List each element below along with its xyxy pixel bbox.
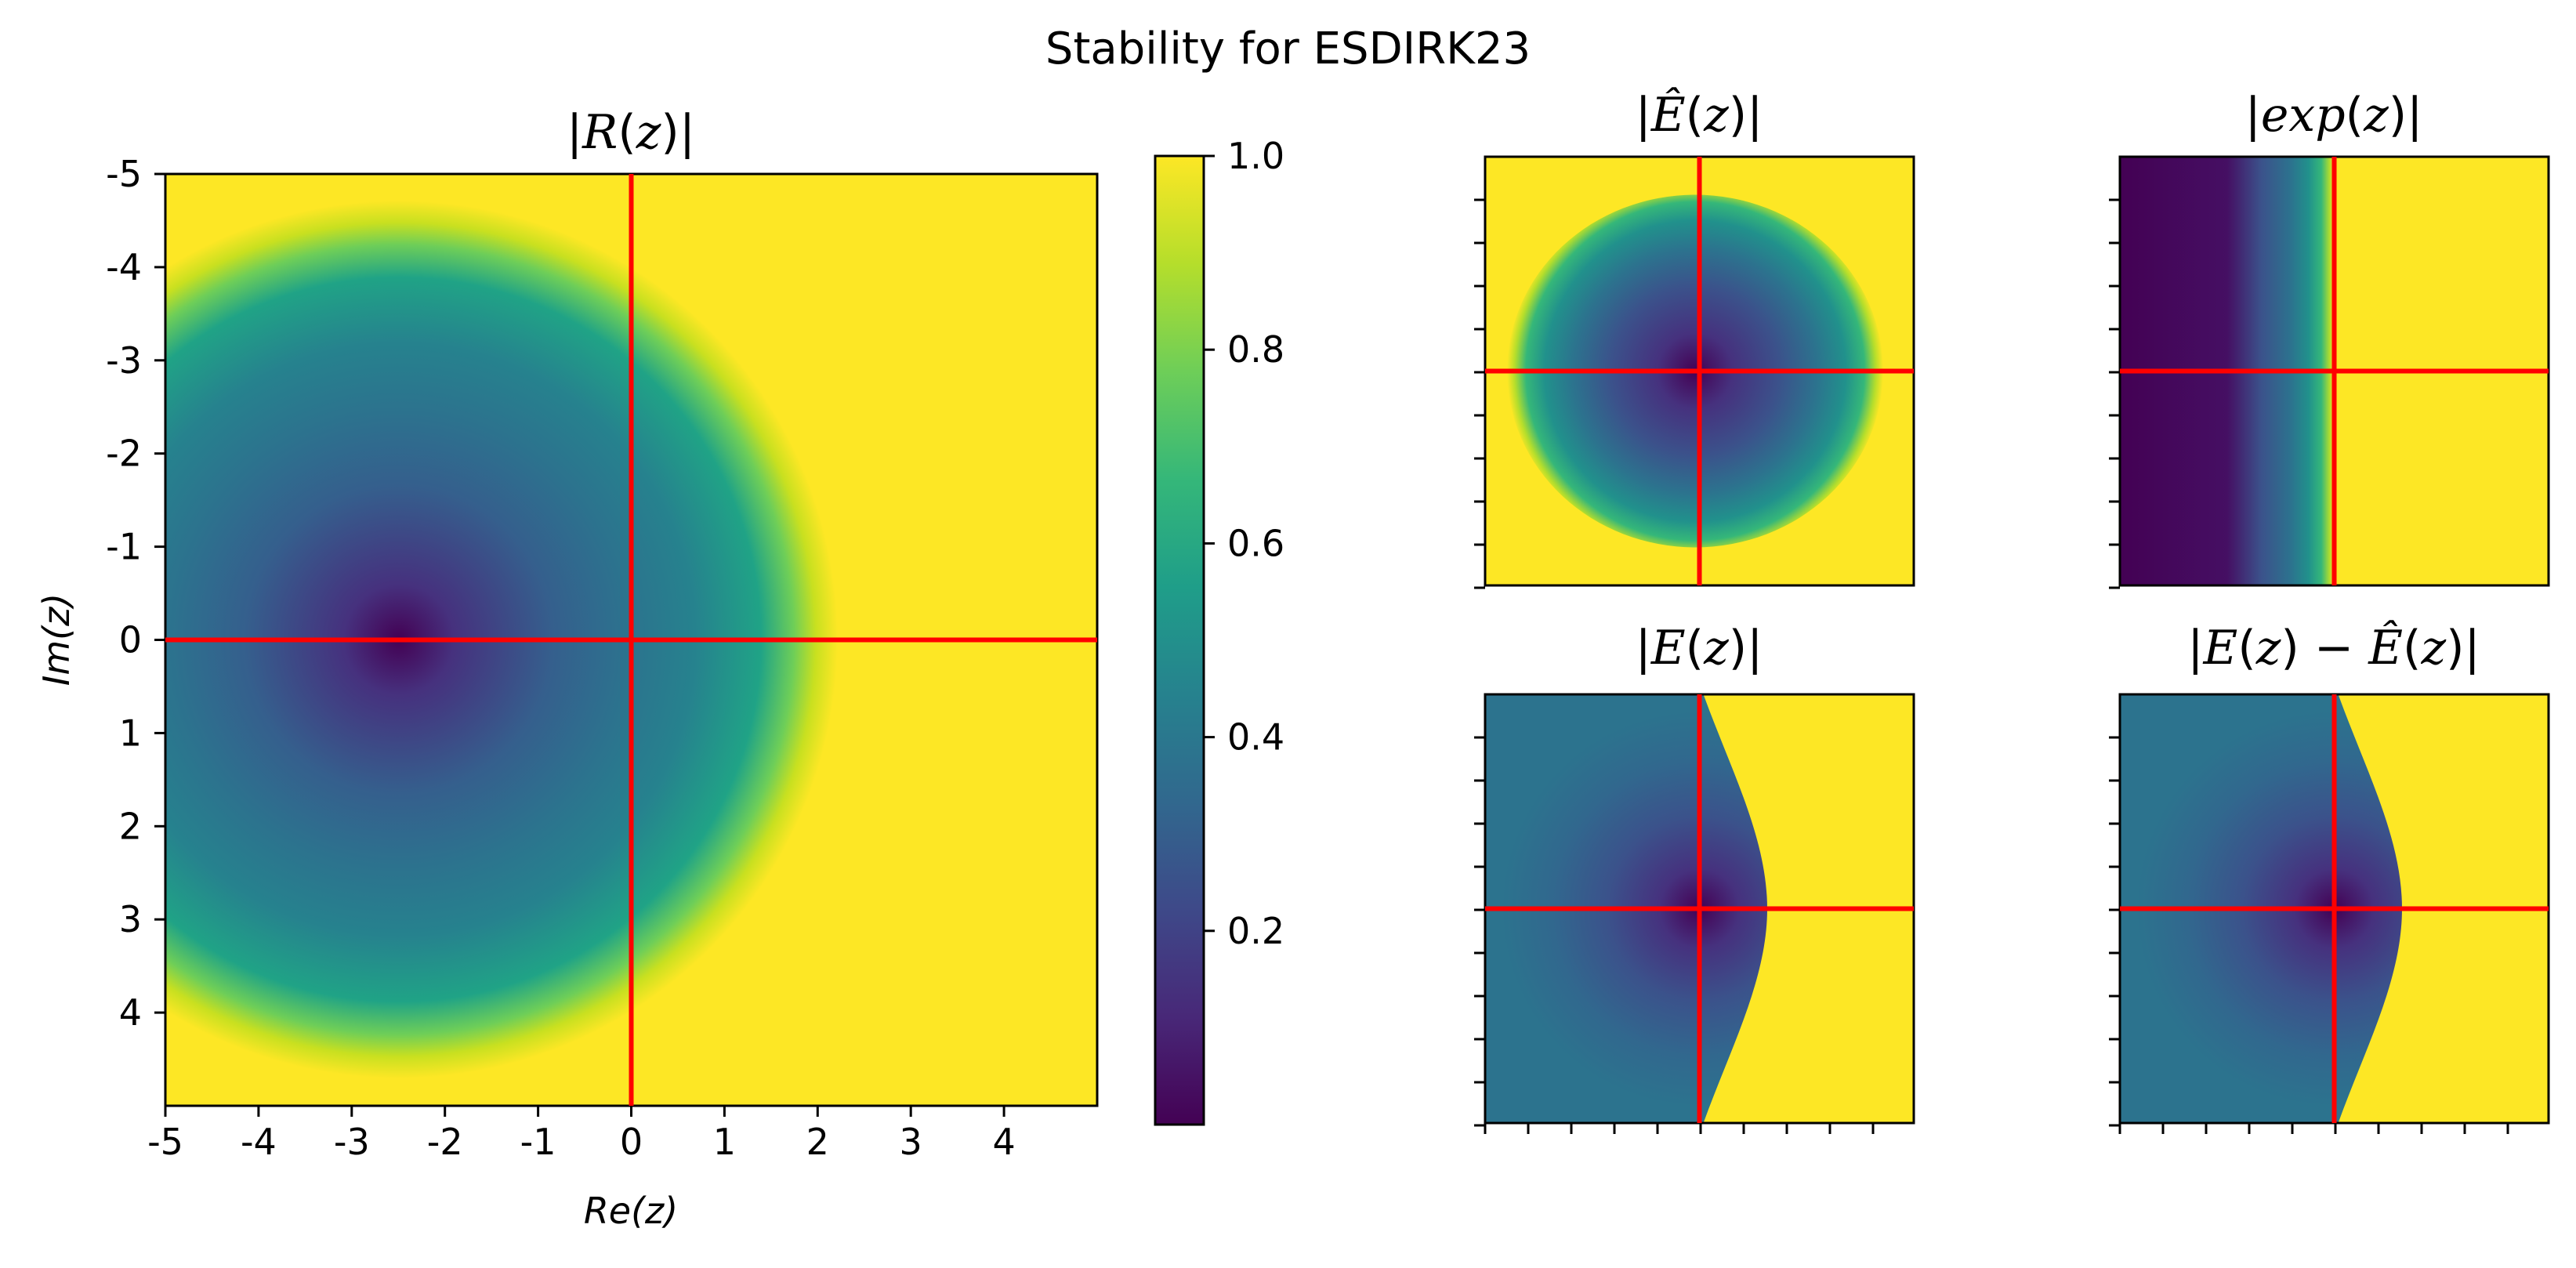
e-minus-ehat-plot-title: |E(z) − Ê(z)| <box>2187 621 2480 676</box>
x-tick-label: -5 <box>147 1121 183 1163</box>
colorbar-tick-label: 0.8 <box>1227 328 1284 371</box>
x-tick-label: -3 <box>334 1121 370 1163</box>
y-tick-label: 0 <box>119 619 142 661</box>
x-tick-label: 2 <box>806 1121 829 1163</box>
x-tick-label: -2 <box>427 1121 463 1163</box>
y-tick-label: 4 <box>119 991 142 1034</box>
y-tick-label: 1 <box>119 712 142 754</box>
colorbar-tick-label: 0.4 <box>1227 716 1284 759</box>
colorbar <box>1154 154 1205 1126</box>
x-tick-label: -1 <box>520 1121 556 1163</box>
y-tick-label: 3 <box>119 898 142 940</box>
exp-plot-title: |exp(z)| <box>2244 88 2423 143</box>
main-plot-title: |R(z)| <box>566 105 696 160</box>
colorbar-tick-label: 0.2 <box>1227 910 1284 952</box>
x-tick-label: -4 <box>241 1121 277 1163</box>
y-tick-label: 2 <box>119 805 142 847</box>
y-tick-label: -1 <box>106 526 142 568</box>
x-tick-label: 0 <box>620 1121 643 1163</box>
x-tick-label: 1 <box>713 1121 736 1163</box>
x-axis-label: Re(z) <box>583 1190 679 1232</box>
ehat-plot-title: |Ê(z)| <box>1635 88 1763 143</box>
y-tick-label: -3 <box>106 339 142 382</box>
x-tick-label: 3 <box>900 1121 922 1163</box>
figure-title: Stability for ESDIRK23 <box>1045 24 1531 74</box>
y-tick-label: -2 <box>106 433 142 475</box>
x-tick-label: 4 <box>992 1121 1015 1163</box>
colorbar-tick-label: 0.6 <box>1227 522 1284 564</box>
colorbar-tick-label: 1.0 <box>1227 135 1284 177</box>
y-tick-label: -5 <box>106 153 142 195</box>
y-tick-label: -4 <box>106 246 142 288</box>
y-axis-label: Im(z) <box>35 592 78 687</box>
e-plot-title: |E(z)| <box>1635 621 1763 676</box>
